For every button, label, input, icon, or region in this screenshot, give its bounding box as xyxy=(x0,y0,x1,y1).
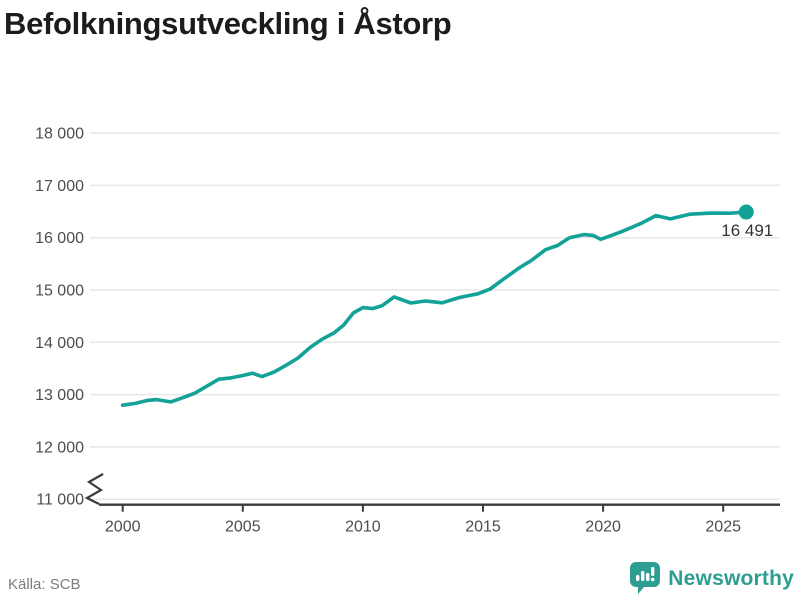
newsworthy-logo: Newsworthy xyxy=(630,562,794,595)
x-axis-tick-label: 2015 xyxy=(465,519,501,536)
x-axis-tick-label: 2025 xyxy=(705,519,741,536)
y-axis-tick-label: 12 000 xyxy=(35,439,84,456)
series-end-value-label: 16 491 xyxy=(721,221,773,240)
y-axis-tick-label: 14 000 xyxy=(35,335,84,352)
y-axis-break-icon xyxy=(84,473,104,505)
x-axis-tick-label: 2010 xyxy=(345,519,381,536)
x-axis-tick-label: 2000 xyxy=(105,519,141,536)
y-axis-tick-label: 18 000 xyxy=(35,126,84,143)
series-end-point xyxy=(738,204,754,220)
population-series-line xyxy=(120,210,749,408)
source-note: Källa: SCB xyxy=(8,576,81,593)
x-axis-tick-label: 2005 xyxy=(225,519,261,536)
y-axis-tick-label: 15 000 xyxy=(35,283,84,300)
y-axis-tick-label: 17 000 xyxy=(35,178,84,195)
chart-title: Befolkningsutveckling i Åstorp xyxy=(4,6,452,41)
y-axis-tick-label: 11 000 xyxy=(36,492,84,509)
newsworthy-wordmark: Newsworthy xyxy=(668,566,794,590)
bar-chart-speech-bubble-icon xyxy=(630,562,661,594)
y-axis-tick-label: 13 000 xyxy=(35,387,84,404)
y-axis-tick-label: 16 000 xyxy=(35,230,84,247)
x-axis-tick-label: 2020 xyxy=(585,519,621,536)
